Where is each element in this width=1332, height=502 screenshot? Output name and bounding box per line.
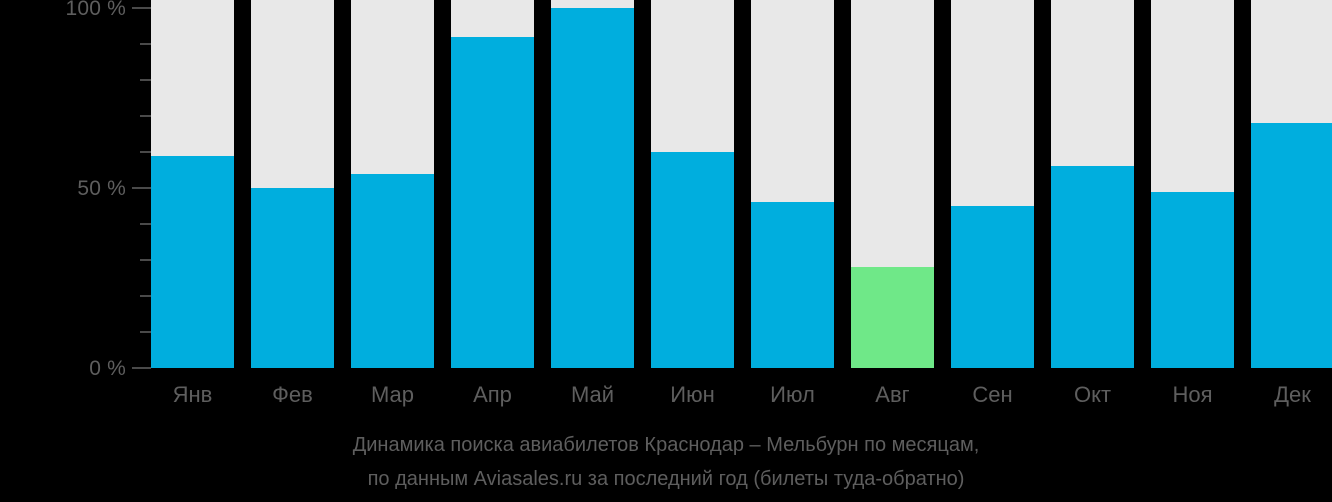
x-axis-label: Авг [875,382,910,407]
y-axis-tick-mark [140,43,151,45]
bar-slot[interactable] [1151,0,1234,368]
y-axis-tick-label: 50 % [77,176,126,200]
caption-line-2: по данным Aviasales.ru за последний год … [367,468,965,490]
x-axis-label: Сен [972,382,1013,407]
y-axis-tick-mark [132,367,151,369]
bar-fill[interactable] [451,36,534,368]
y-axis-tick-mark [140,331,151,333]
bar-slot[interactable] [251,0,334,368]
bar-fill[interactable] [351,173,434,368]
bar-fill[interactable] [951,206,1034,368]
bar-slot[interactable] [1251,0,1332,368]
y-axis-tick-mark [132,7,151,9]
y-axis-tick-mark [140,223,151,225]
x-axis-labels: Янв Фев Мар Апр Май Июн Июл Авг Сен Окт Ноя Дек [151,368,1332,420]
bar-fill[interactable] [251,188,334,368]
bar-fill[interactable] [1151,191,1234,368]
bar-slot[interactable] [151,0,234,368]
y-axis-tick-mark [140,259,151,261]
bar-slot[interactable] [451,0,534,368]
x-axis-label: Апр [473,382,512,407]
x-axis-label: Июл [770,382,815,407]
x-axis-label: Дек [1274,382,1311,407]
plot-area [151,0,1332,368]
caption-line-1: Динамика поиска авиабилетов Краснодар – … [352,434,980,456]
y-axis-tick-mark [140,151,151,153]
bar-fill[interactable] [151,155,234,368]
x-axis-label: Ноя [1172,382,1213,407]
bar-fill[interactable] [651,152,734,368]
bar-fill[interactable] [551,8,634,368]
x-axis-label: Окт [1073,382,1112,407]
bar-fill[interactable] [1251,123,1332,368]
y-axis-tick-mark [140,79,151,81]
bar-slot[interactable] [751,0,834,368]
x-axis-label: Янв [172,382,213,407]
y-axis-tick-label: 100 % [65,0,126,20]
bar-fill[interactable] [751,202,834,368]
x-axis-label: Июн [670,382,715,407]
bar-slot[interactable] [1051,0,1134,368]
x-axis-label: Фев [272,382,313,407]
y-axis-tick-mark [140,115,151,117]
y-axis: 100 % 50 % 0 % [0,0,151,380]
chart-caption: Динамика поиска авиабилетов Краснодар – … [0,428,1332,496]
x-axis-label: Май [570,382,615,407]
bar-slot[interactable] [651,0,734,368]
y-axis-tick-mark [132,187,151,189]
y-axis-tick-label: 0 % [89,356,126,380]
bar-fill[interactable] [1051,166,1134,368]
bar-fill[interactable] [851,267,934,368]
x-axis-label: Мар [370,382,415,407]
bar-slot[interactable] [351,0,434,368]
bar-slot[interactable] [551,0,634,368]
bar-slot[interactable] [851,0,934,368]
y-axis-tick-mark [140,295,151,297]
bar-slot[interactable] [951,0,1034,368]
